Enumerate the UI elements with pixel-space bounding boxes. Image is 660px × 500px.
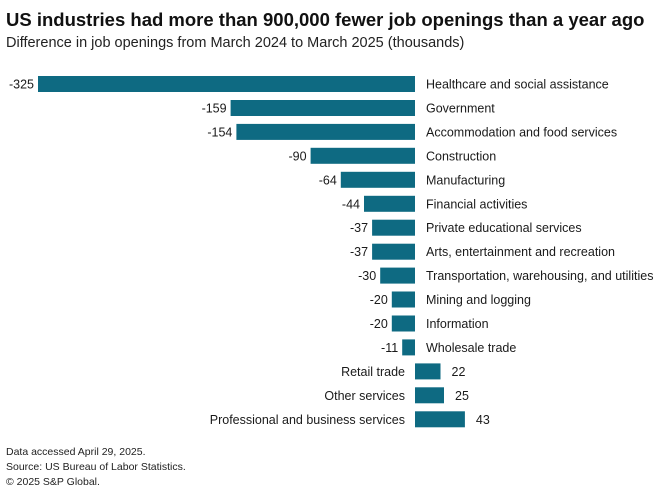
value-label-private-educational-services: -37 xyxy=(350,221,368,235)
category-label-wholesale-trade: Wholesale trade xyxy=(426,341,516,355)
bar-healthcare-and-social-assistance xyxy=(38,76,415,92)
value-label-information: -20 xyxy=(370,317,388,331)
bar-private-educational-services xyxy=(372,219,415,236)
category-label-healthcare-and-social-assistance: Healthcare and social assistance xyxy=(426,78,609,92)
chart-title: US industries had more than 900,000 fewe… xyxy=(6,9,645,30)
value-label-financial-activities: -44 xyxy=(342,197,360,211)
footer-copyright: © 2025 S&P Global. xyxy=(6,476,100,488)
footer-data-accessed: Data accessed April 29, 2025. xyxy=(6,446,146,458)
value-label-professional-and-business-services: 43 xyxy=(476,413,490,427)
category-label-government: Government xyxy=(426,102,495,116)
bar-retail-trade xyxy=(415,363,441,380)
bar-professional-and-business-services xyxy=(415,411,465,428)
bar-financial-activities xyxy=(364,195,415,212)
value-label-mining-and-logging: -20 xyxy=(370,293,388,307)
bar-wholesale-trade xyxy=(402,339,415,356)
value-label-other-services: 25 xyxy=(455,389,469,403)
chart-footer: Data accessed April 29, 2025. Source: US… xyxy=(6,445,186,490)
category-label-construction: Construction xyxy=(426,149,496,163)
category-label-other-services: Other services xyxy=(324,389,405,403)
value-label-construction: -90 xyxy=(289,149,307,163)
category-label-transportation-warehousing-and-utilities: Transportation, warehousing, and utiliti… xyxy=(426,269,653,283)
value-label-accommodation-and-food-services: -154 xyxy=(207,125,232,139)
value-label-transportation-warehousing-and-utilities: -30 xyxy=(358,269,376,283)
bar-other-services xyxy=(415,387,444,404)
category-label-mining-and-logging: Mining and logging xyxy=(426,293,531,307)
footer-source: Source: US Bureau of Labor Statistics. xyxy=(6,461,186,473)
bar-construction xyxy=(310,147,415,164)
bar-mining-and-logging xyxy=(391,291,415,308)
value-label-arts-entertainment-and-recreation: -37 xyxy=(350,245,368,259)
chart-subtitle: Difference in job openings from March 20… xyxy=(6,35,465,51)
category-label-private-educational-services: Private educational services xyxy=(426,221,582,235)
value-label-wholesale-trade: -11 xyxy=(381,341,398,355)
bar-accommodation-and-food-services xyxy=(236,123,415,140)
bar-transportation-warehousing-and-utilities xyxy=(380,267,415,284)
category-label-retail-trade: Retail trade xyxy=(341,365,405,379)
value-label-manufacturing: -64 xyxy=(319,173,337,187)
bar-government xyxy=(230,100,415,116)
category-label-manufacturing: Manufacturing xyxy=(426,173,505,187)
category-label-arts-entertainment-and-recreation: Arts, entertainment and recreation xyxy=(426,245,615,259)
category-label-accommodation-and-food-services: Accommodation and food services xyxy=(426,125,617,139)
category-label-professional-and-business-services: Professional and business services xyxy=(210,413,405,427)
value-label-government: -159 xyxy=(202,102,227,116)
bar-arts-entertainment-and-recreation xyxy=(372,243,415,260)
value-label-healthcare-and-social-assistance: -325 xyxy=(9,78,34,92)
bar-information xyxy=(391,315,415,332)
category-label-information: Information xyxy=(426,317,489,331)
category-label-financial-activities: Financial activities xyxy=(426,197,527,211)
bar-chart: Healthcare and social assistance -325 Gove… xyxy=(9,76,653,428)
bar-manufacturing xyxy=(340,171,415,188)
value-label-retail-trade: 22 xyxy=(452,365,466,379)
